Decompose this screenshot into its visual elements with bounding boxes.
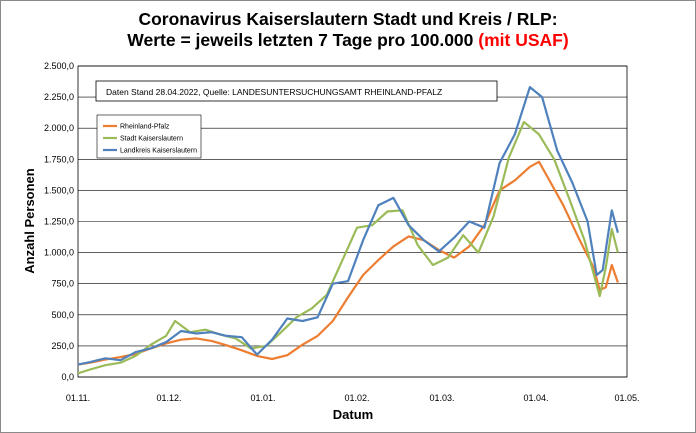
grid-lines [78,65,627,378]
y-tick-label: 1.500,0 [44,185,74,195]
x-tick-label: 01.12. [156,393,181,403]
x-tick-label: 01.04. [523,393,548,403]
y-tick-labels: 0,0 250,0 500,0 750,0 1.000,0 1.250,0 1.500,0 1… [44,61,74,382]
x-tick-label: 01.03. [429,393,454,403]
legend-label: Landkreis Kaiserslautern [120,148,197,155]
title-line-2-text: Werte = jeweils letzten 7 Tage pro 100.0… [127,30,474,50]
series-line [77,160,619,366]
legend-label: Stadt Kaiserslautern [120,136,183,143]
x-tick-label: 01.02. [345,393,370,403]
y-axis-title: Anzahl Personen [22,168,37,274]
y-tick-label: 1.250,0 [44,217,74,227]
y-tick-label: 2.500,0 [44,61,74,71]
y-tick-label: 2.000,0 [44,123,74,133]
legend-label: Rheinland-Pfalz [120,124,170,131]
title-line-2: Werte = jeweils letzten 7 Tage pro 100.0… [1,30,695,51]
y-tick-label: 0,0 [61,372,74,382]
series-lines [77,85,619,375]
x-tick-label: 01.11. [66,393,90,403]
x-axis-title: Datum [333,407,373,422]
y-tick-label: 2.250,0 [44,92,74,102]
x-tick-labels: 01.11. 01.12. 01.01. 01.02. 01.03. 01.04. 01.0… [66,393,640,403]
x-tick-label: 01.01. [251,393,276,403]
annotation-text: Daten Stand 28.04.2022, Quelle: LANDESUN… [106,87,442,97]
title-accent: (mit USAF) [478,30,569,50]
x-tick-label: 01.05. [614,393,639,403]
series-line [77,120,619,375]
plot-area [77,65,628,378]
title-line-1: Coronavirus Kaiserslautern Stadt und Kre… [138,9,558,29]
y-tick-label: 250,0 [51,341,74,351]
annotation-box: Daten Stand 28.04.2022, Quelle: LANDESUN… [95,80,498,102]
legend: Rheinland-Pfalz Stadt Kaiserslautern Landk… [96,114,202,159]
y-tick-label: 750,0 [51,279,74,289]
series-line [77,85,619,366]
y-tick-label: 1.000,0 [44,248,74,258]
y-tick-label: 500,0 [51,310,74,320]
y-tick-label: 1.750,0 [44,154,74,164]
chart-title: Coronavirus Kaiserslautern Stadt und Kre… [1,9,695,51]
